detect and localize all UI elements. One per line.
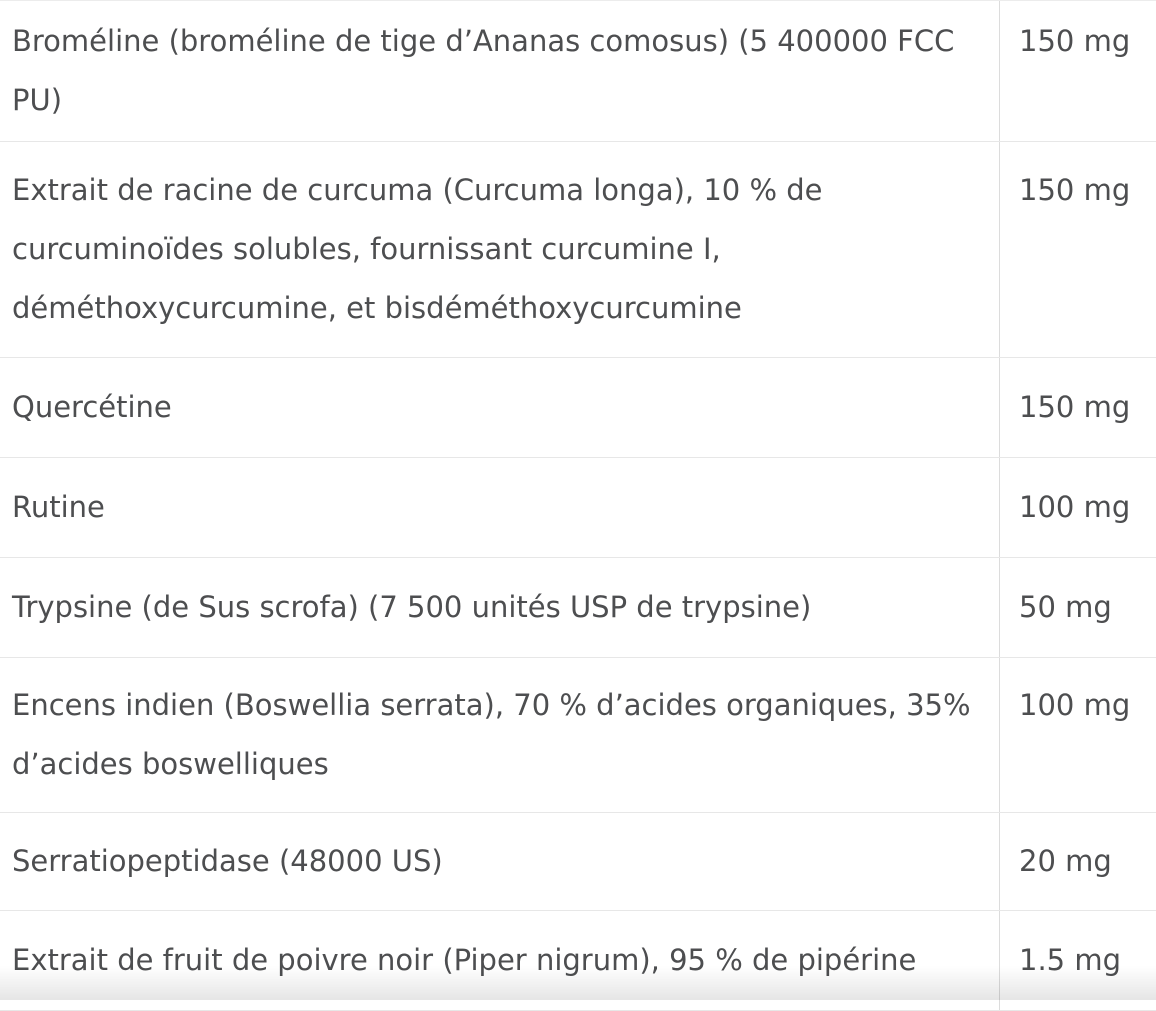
- ingredient-cell: Encens indien (Boswellia serrata), 70 % …: [0, 658, 1000, 812]
- ingredient-text-line: d’acides boswelliques: [12, 735, 979, 794]
- table-row: Rutine 100 mg: [0, 458, 1156, 558]
- ingredient-cell: Broméline (broméline de tige d’Ananas co…: [0, 1, 1000, 141]
- table-row: Encens indien (Boswellia serrata), 70 % …: [0, 658, 1156, 813]
- ingredient-text-line: curcuminoïdes solubles, fournissant curc…: [12, 220, 979, 279]
- table-row: Quercétine 150 mg: [0, 358, 1156, 458]
- amount-cell: 1.5 mg: [1000, 911, 1156, 1010]
- amount-cell: 150 mg: [1000, 142, 1156, 357]
- ingredient-text-line: déméthoxycurcumine, et bisdéméthoxycurcu…: [12, 279, 979, 338]
- amount-cell: 50 mg: [1000, 558, 1156, 657]
- table-row: Extrait de fruit de poivre noir (Piper n…: [0, 911, 1156, 1011]
- ingredient-text-line: Serratiopeptidase (48000 US): [12, 832, 979, 891]
- ingredient-text-line: Quercétine: [12, 378, 979, 437]
- table-row: Broméline (broméline de tige d’Ananas co…: [0, 1, 1156, 142]
- ingredient-cell: Trypsine (de Sus scrofa) (7 500 unités U…: [0, 558, 1000, 657]
- table-row: Serratiopeptidase (48000 US) 20 mg: [0, 813, 1156, 911]
- amount-cell: 100 mg: [1000, 658, 1156, 812]
- table-row: Extrait de racine de curcuma (Curcuma lo…: [0, 142, 1156, 358]
- table-row: Trypsine (de Sus scrofa) (7 500 unités U…: [0, 558, 1156, 658]
- ingredient-text-line: PU): [12, 71, 979, 130]
- ingredient-cell: Serratiopeptidase (48000 US): [0, 813, 1000, 910]
- ingredient-text-line: Broméline (broméline de tige d’Ananas co…: [12, 12, 979, 71]
- ingredient-text-line: Extrait de fruit de poivre noir (Piper n…: [12, 931, 979, 990]
- ingredient-cell: Extrait de racine de curcuma (Curcuma lo…: [0, 142, 1000, 357]
- ingredient-text-line: Rutine: [12, 478, 979, 537]
- amount-cell: 100 mg: [1000, 458, 1156, 557]
- ingredient-cell: Quercétine: [0, 358, 1000, 457]
- ingredient-text-line: Extrait de racine de curcuma (Curcuma lo…: [12, 161, 979, 220]
- ingredient-cell: Extrait de fruit de poivre noir (Piper n…: [0, 911, 1000, 1010]
- ingredient-text-line: Trypsine (de Sus scrofa) (7 500 unités U…: [12, 578, 979, 637]
- amount-cell: 20 mg: [1000, 813, 1156, 910]
- amount-cell: 150 mg: [1000, 358, 1156, 457]
- ingredient-text-line: Encens indien (Boswellia serrata), 70 % …: [12, 676, 979, 735]
- ingredient-cell: Rutine: [0, 458, 1000, 557]
- amount-cell: 150 mg: [1000, 1, 1156, 141]
